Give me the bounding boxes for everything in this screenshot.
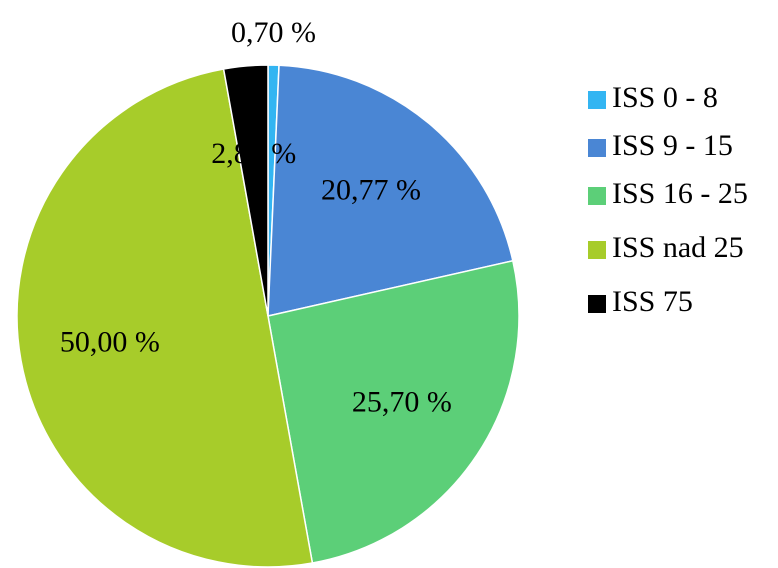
legend-label: ISS nad 25 xyxy=(612,231,744,264)
data-label: 25,70 % xyxy=(352,386,452,419)
pie-slice xyxy=(16,68,314,568)
legend-swatch xyxy=(588,187,606,205)
data-label: 50,00 % xyxy=(60,325,160,358)
legend-swatch xyxy=(588,139,606,157)
pie-slice xyxy=(267,259,520,564)
legend-swatch xyxy=(588,241,606,259)
pie-slice xyxy=(222,64,269,317)
legend-label: ISS 0 - 8 xyxy=(612,81,718,114)
data-label: 0,70 % xyxy=(231,16,316,49)
legend-swatch xyxy=(588,295,606,313)
legend-label: ISS 16 - 25 xyxy=(612,177,748,210)
legend-label: ISS 75 xyxy=(612,285,693,318)
legend-swatch xyxy=(588,91,606,109)
data-label: 2,83 % xyxy=(211,137,296,170)
data-label: 20,77 % xyxy=(321,174,421,207)
legend-label: ISS 9 - 15 xyxy=(612,129,733,162)
pie-slice xyxy=(267,64,514,317)
